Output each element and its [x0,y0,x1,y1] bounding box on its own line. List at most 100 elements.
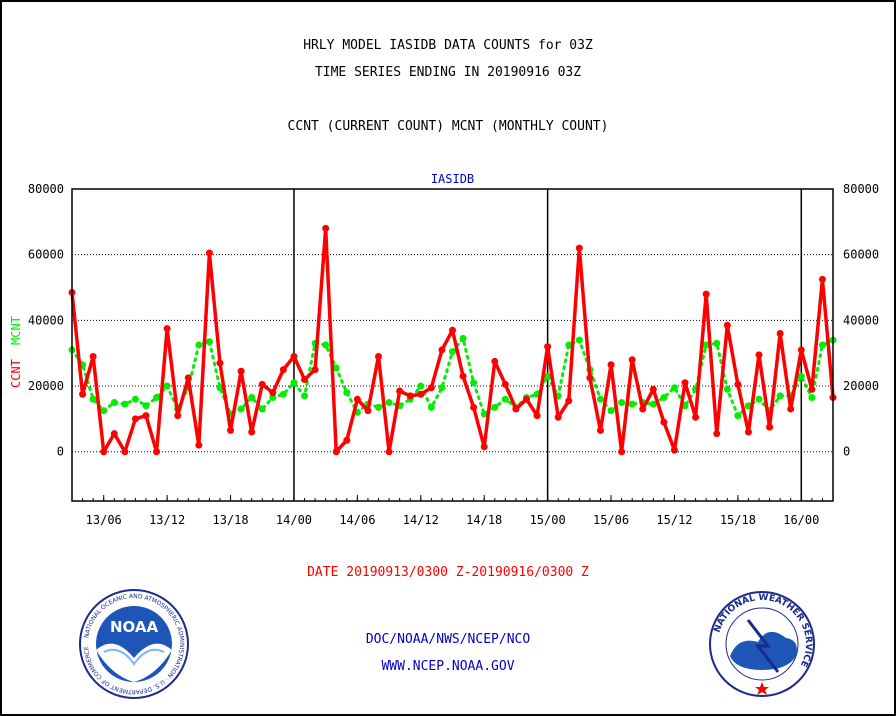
ccnt-point [702,290,710,298]
ccnt-point [174,412,182,420]
y-tick-label-right: 60000 [843,248,879,262]
chart-title: HRLY MODEL IASIDB DATA COUNTS for 03Z [303,38,593,53]
mcnt-point [332,364,340,372]
ccnt-point [163,325,171,333]
mcnt-point [459,334,467,342]
mcnt-point [301,392,309,400]
mcnt-point [142,402,150,410]
x-tick-label: 15/00 [530,513,566,527]
ccnt-point [311,366,319,374]
mcnt-point [279,390,287,398]
chart-subtitle: IASIDB [431,172,474,186]
y-tick-label-right: 0 [843,445,850,459]
mcnt-point [776,392,784,400]
ccnt-point [396,387,404,395]
mcnt-point [290,379,298,387]
y-tick-label-left: 40000 [28,313,64,327]
nws-logo-icon: NATIONAL WEATHER SERVICE [709,591,815,697]
ccnt-point [216,359,224,367]
mcnt-point [449,348,456,356]
noaa-logo-text: NOAA [110,618,159,636]
mcnt-point [596,395,604,403]
ccnt-point [417,390,425,398]
ccnt-point [533,412,541,420]
chart-title-line2: TIME SERIES ENDING IN 20190916 03Z [314,65,582,80]
date-range: DATE 20190913/0300 Z-20190916/0300 Z [307,565,589,580]
mcnt-point [480,410,488,418]
ccnt-point [332,448,340,456]
mcnt-point [755,395,763,403]
mcnt-point [491,403,499,411]
ccnt-point [607,361,615,369]
ccnt-point [818,275,826,283]
ccnt-point [459,372,467,380]
mcnt-point [818,341,826,349]
x-tick-label: 14/12 [403,513,439,527]
mcnt-point [131,395,139,403]
ccnt-point [438,346,446,354]
ccnt-point [237,367,245,375]
ccnt-point [153,448,161,456]
ccnt-point [121,448,129,456]
legend-description: CCNT (CURRENT COUNT) MCNT (MONTHLY COUNT… [287,119,609,134]
x-tick-label: 14/06 [339,513,375,527]
ccnt-point [755,351,763,359]
ccnt-point [353,395,361,403]
ccnt-point [79,390,87,398]
x-tick-label: 14/18 [466,513,502,527]
mcnt-point [649,400,657,408]
mcnt-point [427,403,435,411]
y-tick-label-right: 20000 [843,379,879,393]
mcnt-point [438,384,446,392]
ccnt-point [734,380,742,388]
mcnt-point [713,339,721,347]
ccnt-point [766,423,774,431]
ccnt-point [797,346,805,354]
ccnt-point [544,343,552,351]
y-axis-label-ccnt: CCNT [9,359,23,388]
y-tick-label-right: 40000 [843,313,879,327]
mcnt-point [702,341,710,349]
mcnt-point [470,379,478,387]
ccnt-point [470,403,478,411]
mcnt-point [216,384,224,392]
ccnt-point [522,395,530,403]
ccnt-point [248,428,256,436]
ccnt-point [343,436,351,444]
mcnt-point [195,341,203,349]
mcnt-point [723,385,731,393]
x-tick-label: 16/00 [783,513,819,527]
mcnt-point [670,384,678,392]
mcnt-point [322,341,330,349]
x-tick-label: 15/12 [656,513,692,527]
y-tick-label-left: 0 [57,445,64,459]
ccnt-point [670,446,678,454]
ccnt-point [723,321,731,329]
ccnt-point [227,426,235,434]
ccnt-point [290,352,298,360]
ccnt-point [406,392,414,400]
y-tick-label-left: 80000 [28,182,64,196]
y-tick-label-left: 20000 [28,379,64,393]
website-link[interactable]: WWW.NCEP.NOAA.GOV [381,659,515,674]
ccnt-point [586,374,594,382]
ccnt-point [713,430,721,438]
mcnt-point [575,336,583,344]
mcnt-point [258,405,266,413]
mcnt-point [237,405,245,413]
mcnt-point [100,407,108,415]
mcnt-point [89,395,97,403]
mcnt-point [110,398,118,406]
ccnt-point [596,426,604,434]
mcnt-point [385,398,393,406]
x-tick-label: 15/18 [720,513,756,527]
mcnt-point [153,394,161,402]
mcnt-point [343,389,351,397]
ccnt-point [565,397,573,405]
ccnt-point [375,352,383,360]
ccnt-point [89,352,97,360]
ccnt-point [628,356,636,364]
y-axis-label-mcnt: MCNT [9,316,23,345]
ccnt-point [269,389,277,397]
